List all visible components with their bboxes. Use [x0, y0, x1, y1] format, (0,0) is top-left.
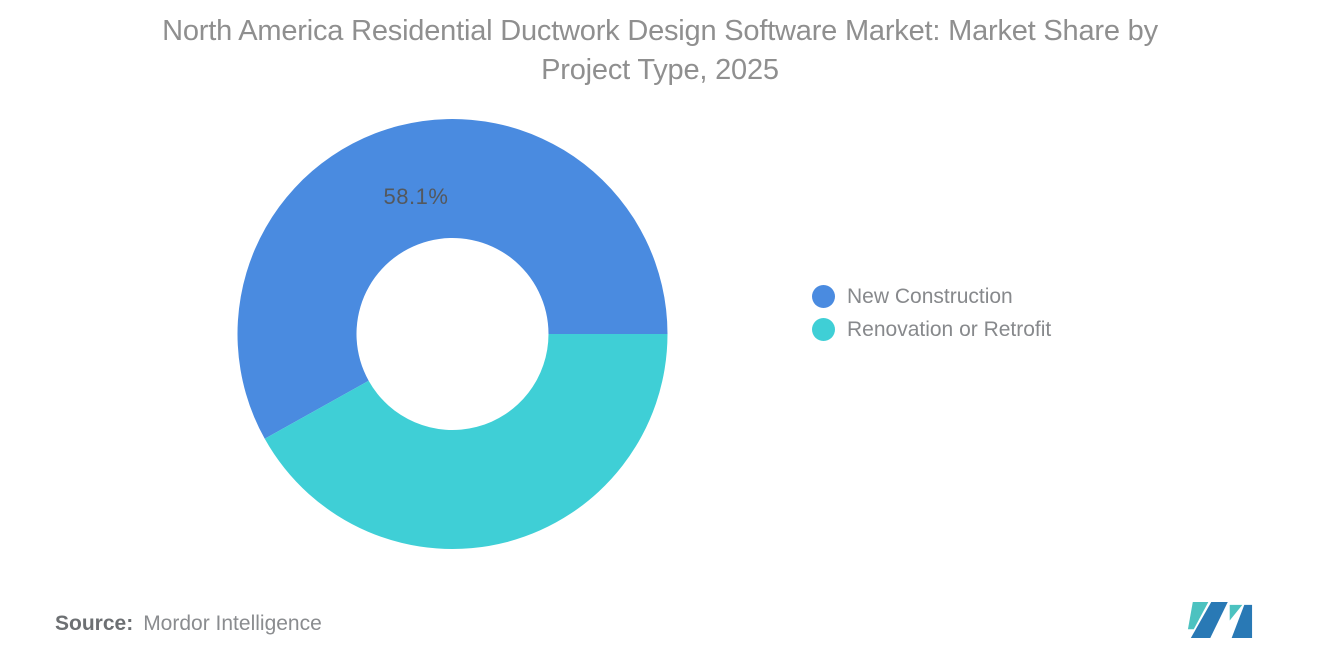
- mordor-logo-mark: [1187, 602, 1253, 638]
- donut-slice-new-construction: [237, 119, 668, 439]
- source-value: Mordor Intelligence: [143, 612, 322, 635]
- data-label-new-construction: 58.1%: [383, 184, 449, 209]
- donut-chart-area: [232, 114, 673, 555]
- donut-chart: [237, 119, 668, 549]
- logo-blue-left-band: [1190, 602, 1228, 638]
- logo-blue-right-bar: [1231, 604, 1253, 638]
- source-attribution: Source: Mordor Intelligence: [55, 612, 322, 636]
- legend-label: Renovation or Retrofit: [847, 317, 1052, 341]
- legend-swatch-icon: [812, 318, 835, 341]
- mordor-intelligence-logo: [1186, 597, 1254, 642]
- chart-legend: New Construction Renovation or Retrofit: [812, 285, 1051, 341]
- chart-title-line1: North America Residential Ductwork Desig…: [162, 15, 1158, 47]
- chart-title: North America Residential Ductwork Desig…: [0, 12, 1320, 90]
- legend-item-new-construction: New Construction: [812, 285, 1051, 308]
- legend-item-renovation-or-retrofit: Renovation or Retrofit: [812, 318, 1051, 341]
- logo-teal-right-triangle: [1229, 604, 1243, 621]
- chart-title-line2: Project Type, 2025: [541, 54, 779, 86]
- source-label: Source:: [55, 612, 134, 635]
- donut-slice-renovation-or-retrofit: [264, 334, 668, 549]
- logo-teal-left-band: [1187, 602, 1209, 630]
- legend-label: New Construction: [847, 284, 1013, 308]
- legend-swatch-icon: [812, 285, 835, 308]
